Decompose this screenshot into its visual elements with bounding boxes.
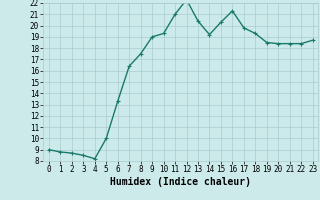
X-axis label: Humidex (Indice chaleur): Humidex (Indice chaleur) [110, 177, 251, 187]
